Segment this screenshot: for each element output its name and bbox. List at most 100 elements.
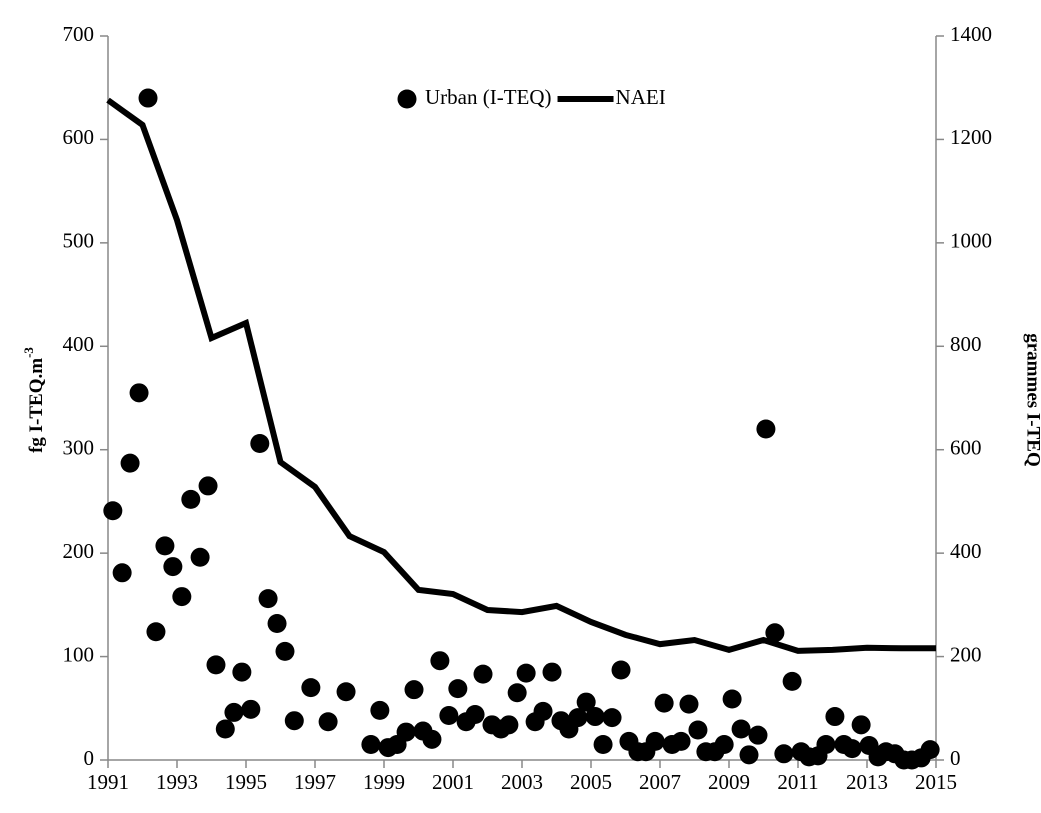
scatter-point — [120, 453, 140, 473]
scatter-point — [739, 745, 759, 765]
scatter-point — [318, 712, 338, 732]
scatter-point — [422, 729, 442, 749]
scatter-point — [181, 489, 201, 509]
scatter-point — [576, 692, 596, 712]
scatter-point — [585, 707, 605, 727]
scatter-point — [250, 434, 270, 454]
scatter-point — [370, 700, 390, 720]
scatter-point — [851, 715, 871, 735]
scatter-point — [568, 708, 588, 728]
x-tick-label: 2009 — [708, 770, 750, 794]
x-tick-label: 2013 — [846, 770, 888, 794]
scatter-point — [163, 557, 183, 577]
scatter-point — [206, 655, 226, 675]
scatter-point — [688, 720, 708, 740]
y-tick-label: 200 — [63, 539, 95, 563]
x-tick-label: 1991 — [87, 770, 129, 794]
y2-tick-label: 800 — [950, 332, 982, 356]
scatter-point — [782, 671, 802, 691]
scatter-point — [654, 693, 674, 713]
scatter-point — [396, 722, 416, 742]
scatter-point — [473, 664, 493, 684]
scatter-point — [756, 419, 776, 439]
y-tick-label: 700 — [63, 22, 95, 46]
scatter-point — [138, 88, 158, 108]
x-tick-label: 2001 — [432, 770, 474, 794]
scatter-point — [172, 587, 192, 607]
scatter-point — [516, 663, 536, 683]
x-tick-label: 2007 — [639, 770, 681, 794]
scatter-point — [645, 731, 665, 751]
scatter-point — [258, 589, 278, 609]
y2-axis-label: grammes I-TEQ — [1023, 333, 1041, 467]
x-tick-label: 1993 — [156, 770, 198, 794]
scatter-point — [533, 701, 553, 721]
x-tick-label: 2011 — [777, 770, 818, 794]
legend-label: Urban (I-TEQ) — [425, 85, 552, 109]
scatter-point — [774, 744, 794, 764]
scatter-point — [920, 740, 940, 760]
scatter-point — [825, 707, 845, 727]
scatter-point — [361, 734, 381, 754]
x-tick-label: 1999 — [363, 770, 405, 794]
x-tick-label: 2003 — [501, 770, 543, 794]
scatter-point — [507, 683, 527, 703]
y-tick-label: 300 — [63, 436, 95, 460]
scatter-point — [241, 699, 261, 719]
y2-tick-label: 600 — [950, 436, 982, 460]
scatter-point — [542, 662, 562, 682]
y-tick-label: 0 — [84, 746, 95, 770]
scatter-point — [499, 715, 519, 735]
y-tick-label: 100 — [63, 642, 95, 666]
y-label-superscript: -3 — [21, 347, 36, 358]
scatter-point — [301, 678, 321, 698]
scatter-point — [267, 613, 287, 633]
y-label-text: fg I-TEQ.m — [26, 358, 47, 453]
scatter-point — [439, 706, 459, 726]
scatter-point — [129, 383, 149, 403]
y2-tick-label: 400 — [950, 539, 982, 563]
scatter-point — [155, 536, 175, 556]
scatter-point — [748, 725, 768, 745]
scatter-point — [336, 682, 356, 702]
y2-tick-label: 1200 — [950, 125, 992, 149]
scatter-point — [611, 660, 631, 680]
scatter-point — [275, 641, 295, 661]
scatter-point — [103, 501, 123, 521]
scatter-point — [671, 731, 691, 751]
y-tick-label: 600 — [63, 125, 95, 149]
scatter-point — [816, 734, 836, 754]
scatter-point — [198, 476, 218, 496]
scatter-point — [842, 739, 862, 759]
scatter-point — [404, 680, 424, 700]
scatter-point — [714, 734, 734, 754]
scatter-point — [190, 547, 210, 567]
y2-tick-label: 1400 — [950, 22, 992, 46]
scatter-point — [679, 694, 699, 714]
scatter-point — [146, 622, 166, 642]
x-tick-label: 1995 — [225, 770, 267, 794]
scatter-point — [430, 651, 450, 671]
x-tick-label: 1997 — [294, 770, 336, 794]
y-tick-label: 500 — [63, 229, 95, 253]
scatter-point — [215, 719, 235, 739]
y2-tick-label: 1000 — [950, 229, 992, 253]
line-series — [106, 97, 936, 654]
scatter-point — [602, 708, 622, 728]
x-tick-label: 2005 — [570, 770, 612, 794]
scatter-point — [593, 734, 613, 754]
legend-marker — [397, 89, 417, 109]
y-tick-label: 400 — [63, 332, 95, 356]
legend-label: NAEI — [616, 85, 666, 109]
scatter-point — [731, 719, 751, 739]
scatter-point — [722, 689, 742, 709]
y-axis-label: fg I-TEQ.m-3 — [21, 347, 47, 453]
y2-tick-label: 200 — [950, 642, 982, 666]
scatter-point — [112, 563, 132, 583]
scatter-point — [232, 662, 252, 682]
y2-tick-label: 0 — [950, 746, 961, 770]
scatter-point — [465, 704, 485, 724]
x-tick-label: 2015 — [915, 770, 957, 794]
